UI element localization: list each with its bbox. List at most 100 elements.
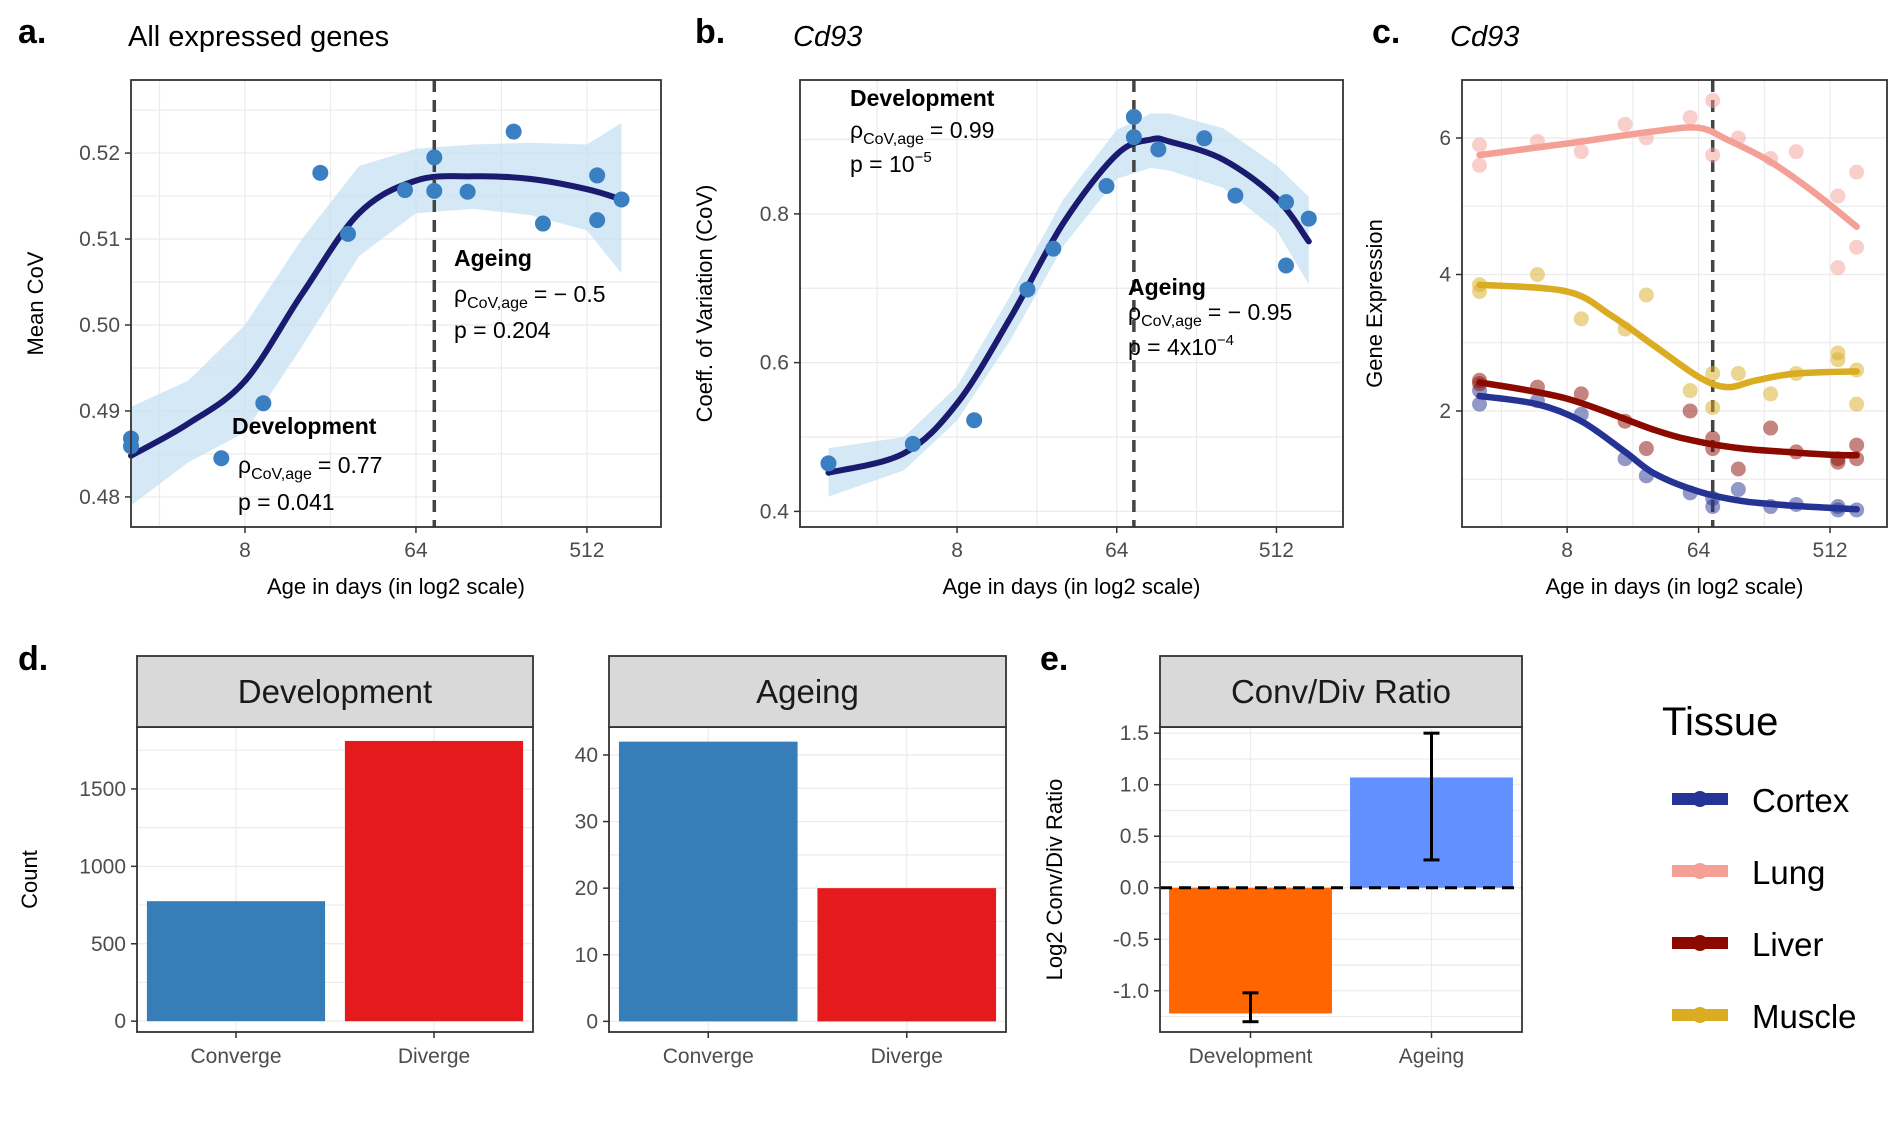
bar-converge (618, 741, 798, 1022)
x-tick-label: Converge (190, 1045, 281, 1068)
legend-label-muscle: Muscle (1752, 998, 1857, 1035)
y-tick-label: 0.5 (1120, 825, 1149, 848)
panel-a-title: All expressed genes (128, 21, 389, 53)
panel-b-dev-rho: ρCoV,age = 0.99 (850, 117, 994, 148)
data-point (505, 123, 522, 140)
data-point (1045, 240, 1062, 257)
chart-c-cd93-expression: 8 64 512 2 4 6 Age in days (in log2 scale) Gene… (1362, 79, 1888, 599)
panel-b-dev-rho-value: = 0.99 (930, 117, 995, 143)
panel-a-letter: a. (18, 13, 46, 51)
legend-label-lung: Lung (1752, 854, 1825, 891)
panel-b-dev-p: p = 10−5 (850, 149, 932, 177)
y-tick-label: 4 (1439, 263, 1451, 286)
data-point-lung (1472, 137, 1488, 153)
plot-border (1461, 79, 1888, 528)
data-point-muscle (1730, 365, 1746, 381)
panel-c-letter: c. (1372, 13, 1400, 51)
data-point-lung (1705, 92, 1721, 108)
chart-d-development-counts: Development Converge Diverge 0 500 1000 1500 Co… (17, 655, 534, 1068)
panel-a-annotation-ageing: Ageing ρCoV,age = − 0.5 p = 0.204 (454, 245, 606, 343)
confidence-band (828, 113, 1309, 497)
data-point-muscle (1763, 386, 1779, 402)
panel-b-title: Cd93 (793, 21, 862, 53)
x-tick-label: 512 (569, 539, 604, 562)
rho-subscript: CoV,age (1141, 313, 1202, 330)
panel-a-age-rho-value: = − 0.5 (534, 281, 606, 307)
data-point-lung (1849, 239, 1865, 255)
legend-point-liver (1692, 935, 1708, 951)
data-point-muscle (1830, 345, 1846, 361)
data-point-muscle (1638, 287, 1654, 303)
data-point (426, 149, 443, 166)
data-point-liver (1849, 437, 1865, 453)
rho-symbol: ρ (454, 281, 467, 307)
y-tick-label: 20 (575, 877, 598, 900)
y-axis-label: Log2 Conv/Div Ratio (1042, 779, 1067, 981)
data-point-liver (1763, 420, 1779, 436)
y-tick-label: 10 (575, 944, 598, 967)
panel-b-age-rho: ρCoV,age = − 0.95 (1128, 299, 1292, 330)
x-axis-label: Age in days (in log2 scale) (942, 574, 1200, 599)
data-point (426, 182, 443, 199)
legend-title: Tissue (1662, 700, 1778, 744)
x-tick-label: 512 (1259, 539, 1294, 562)
y-tick-label: 1000 (79, 855, 126, 878)
x-tick-label: 64 (1105, 539, 1129, 562)
data-point (613, 191, 630, 208)
data-point (1125, 129, 1142, 146)
data-point (589, 167, 606, 184)
data-point-liver (1730, 461, 1746, 477)
data-point-lung (1573, 144, 1589, 160)
panel-b-age-p-exponent: −4 (1217, 332, 1234, 349)
legend-item-lung: Lung (1672, 854, 1825, 891)
rho-symbol: ρ (1128, 299, 1141, 325)
bar-diverge (344, 740, 524, 1022)
data-point (396, 182, 413, 199)
trend-line-muscle (1476, 281, 1860, 391)
confidence-band (131, 123, 622, 506)
y-tick-label: 0.52 (79, 142, 120, 165)
panel-b-annotation-development: Development ρCoV,age = 0.99 p = 10−5 (850, 85, 995, 177)
legend-item-muscle: Muscle (1672, 998, 1857, 1035)
panel-b-age-p-base: p = 4x10 (1128, 334, 1217, 360)
data-point (1278, 257, 1295, 274)
data-point (1227, 187, 1244, 204)
trend-line (825, 135, 1312, 476)
data-point (904, 435, 921, 452)
panel-a-dev-heading: Development (232, 413, 377, 439)
facet-strip (1159, 655, 1523, 728)
panel-e-letter: e. (1040, 640, 1068, 678)
data-point (966, 412, 983, 429)
tissue-legend: Tissue Cortex Lung Liver Muscle (1662, 700, 1857, 1035)
data-point-lung (1788, 144, 1804, 160)
panel-b-age-p: p = 4x10−4 (1128, 332, 1234, 360)
y-tick-label: 30 (575, 811, 598, 834)
y-tick-label: 0.49 (79, 400, 120, 423)
data-point-cortex (1472, 396, 1488, 412)
y-tick-label: 0.50 (79, 314, 120, 337)
y-tick-label: 6 (1439, 127, 1451, 150)
legend-label-cortex: Cortex (1752, 782, 1850, 819)
data-point (1125, 108, 1142, 125)
y-tick-label: 0.8 (760, 203, 789, 226)
panel-a-age-rho: ρCoV,age = − 0.5 (454, 281, 606, 312)
rho-subscript: CoV,age (251, 466, 312, 483)
y-tick-label: -1.0 (1113, 980, 1149, 1003)
y-axis-label: Mean CoV (23, 251, 48, 355)
y-tick-label: 0.48 (79, 486, 120, 509)
data-point-cortex (1730, 481, 1746, 497)
x-tick-label: 8 (1561, 539, 1573, 562)
data-point (820, 455, 837, 472)
facet-strip-label: Ageing (756, 673, 859, 710)
y-tick-label: 2 (1439, 400, 1451, 423)
rho-subscript: CoV,age (467, 295, 528, 312)
legend-label-liver: Liver (1752, 926, 1824, 963)
facet-strip-label: Development (238, 673, 432, 710)
data-point (1150, 141, 1167, 158)
data-point (1019, 281, 1036, 298)
data-point-lung (1682, 110, 1698, 126)
bar-diverge (817, 888, 997, 1022)
legend-point-muscle (1692, 1007, 1708, 1023)
data-point (1300, 210, 1317, 227)
x-tick-label: Diverge (871, 1045, 943, 1068)
